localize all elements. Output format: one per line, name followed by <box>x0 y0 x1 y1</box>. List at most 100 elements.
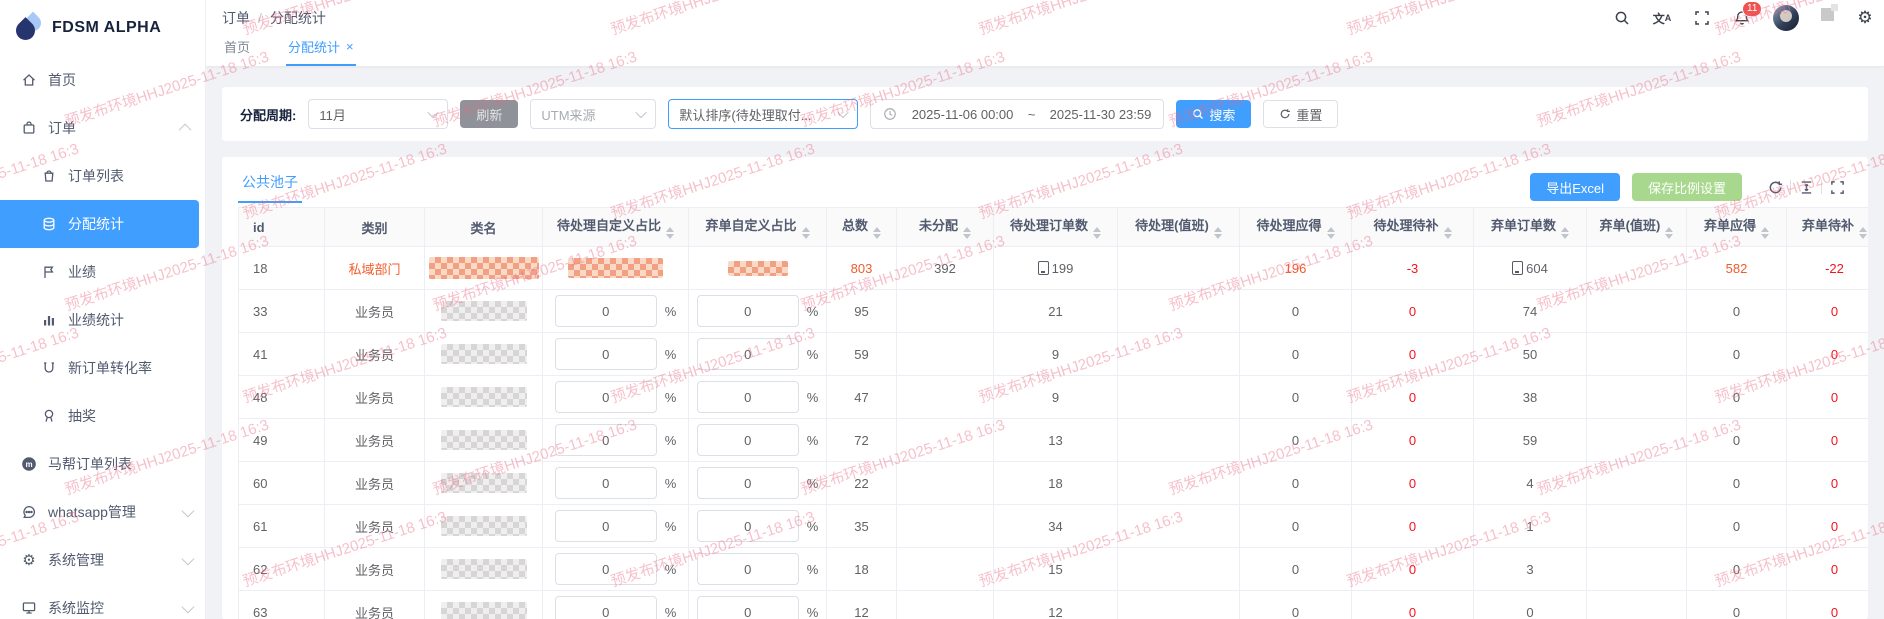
abandon-ratio-input[interactable] <box>696 424 799 456</box>
abandon-ratio-input[interactable] <box>696 338 799 370</box>
utm-source-select[interactable]: UTM来源 <box>530 99 657 129</box>
cell-category: 私域部门 <box>324 246 425 290</box>
col-header-pending-orders[interactable]: 待处理订单数 <box>993 207 1118 247</box>
close-icon[interactable]: × <box>346 38 354 54</box>
cell-id: 63 <box>238 590 325 619</box>
sidebar-item-whatsapp-management[interactable]: whatsapp管理 <box>0 488 205 536</box>
copy-icon[interactable] <box>1512 260 1524 275</box>
sidebar-item-orders[interactable]: 订单 <box>0 104 205 152</box>
abandon-ratio-input[interactable] <box>696 295 799 327</box>
abandon-ratio-input[interactable] <box>696 381 799 413</box>
col-label: 弃单应得 <box>1703 218 1756 233</box>
save-ratio-button[interactable]: 保存比例设置 <box>1631 173 1742 201</box>
sidebar-item-home[interactable]: 首页 <box>0 56 205 104</box>
row-height-icon[interactable] <box>1791 180 1821 195</box>
sort-icon[interactable] <box>963 227 971 239</box>
pending-ratio-input[interactable] <box>554 338 657 370</box>
sort-select[interactable]: 默认排序(待处理取付... <box>668 99 859 129</box>
cell-value: 业务员 <box>354 562 394 578</box>
tab-allocation-stats[interactable]: 分配统计 × <box>286 37 356 66</box>
sidebar-item-allocation-stats[interactable]: 分配统计 <box>0 200 199 248</box>
gear-icon[interactable]: ⚙ <box>1857 8 1873 27</box>
sort-icon[interactable] <box>666 227 674 239</box>
cell-abandon-ratio: % <box>688 461 827 505</box>
col-header-pending-duty[interactable]: 待处理(值班) <box>1117 207 1240 247</box>
cell-value: 34 <box>1048 518 1063 534</box>
cell-value: 0 <box>1732 518 1741 534</box>
tab-public-pool[interactable]: 公共池子 <box>238 172 302 203</box>
col-label: 待处理待补 <box>1373 218 1439 233</box>
pending-ratio-input[interactable] <box>554 510 657 542</box>
abandon-ratio-input[interactable] <box>696 510 799 542</box>
pending-ratio-input[interactable] <box>554 295 657 327</box>
date-range-picker[interactable]: 2025-11-06 00:00 ~ 2025-11-30 23:59 <box>870 99 1165 129</box>
utm-placeholder: UTM来源 <box>541 107 596 123</box>
cell-abandon-ratio: % <box>688 547 827 591</box>
sort-icon[interactable] <box>1665 227 1674 239</box>
col-header-abandon-duty[interactable]: 弃单(值班) <box>1586 207 1687 247</box>
col-header-pending-due[interactable]: 待处理应得 <box>1239 207 1352 247</box>
sidebar-item-system-management[interactable]: ⚙ 系统管理 <box>0 536 205 584</box>
col-header-total[interactable]: 总数 <box>826 207 897 247</box>
col-header-abandon-makeup[interactable]: 弃单待补 <box>1786 207 1868 247</box>
search-button[interactable]: 搜索 <box>1176 100 1252 128</box>
sort-icon[interactable] <box>1213 227 1222 239</box>
reset-button[interactable]: 重置 <box>1263 100 1339 128</box>
sidebar-item-lottery[interactable]: 抽奖 <box>0 392 205 440</box>
cell-abandon-orders: 59 <box>1473 418 1587 462</box>
col-header-unassigned[interactable]: 未分配 <box>896 207 994 247</box>
sort-icon[interactable] <box>873 227 881 239</box>
copy-icon[interactable] <box>1037 260 1049 275</box>
cell-id: 60 <box>238 461 325 505</box>
sort-icon[interactable] <box>1326 227 1335 239</box>
sort-icon[interactable] <box>1761 227 1769 239</box>
redacted-mosaic <box>440 387 527 407</box>
export-excel-button[interactable]: 导出Excel <box>1530 173 1620 201</box>
abandon-ratio-input[interactable] <box>696 553 799 585</box>
sidebar-item-new-order-conversion[interactable]: 新订单转化率 <box>0 344 205 392</box>
col-header-abandon-due[interactable]: 弃单应得 <box>1686 207 1787 247</box>
refresh-icon[interactable] <box>1760 180 1790 195</box>
pending-ratio-input[interactable] <box>554 553 657 585</box>
table-row: 62 业务员%% 18 15 0 0 3 0 0 <box>238 547 1868 591</box>
abandon-ratio-input[interactable] <box>696 467 799 499</box>
bell-icon[interactable]: 11 <box>1733 1 1763 27</box>
sort-icon[interactable] <box>801 227 810 239</box>
col-header-abandon-orders[interactable]: 弃单订单数 <box>1473 207 1587 247</box>
fullscreen-icon[interactable] <box>1822 180 1852 195</box>
sidebar-item-system-monitor[interactable]: 系统监控 <box>0 584 205 619</box>
avatar[interactable] <box>1773 5 1799 31</box>
col-header-pending-ratio[interactable]: 待处理自定义占比 <box>542 207 689 247</box>
tab-home[interactable]: 首页 <box>222 37 252 66</box>
sidebar-item-performance[interactable]: 业绩 <box>0 248 205 296</box>
pending-ratio-input[interactable] <box>554 596 657 619</box>
sort-icon[interactable] <box>1093 227 1101 239</box>
abandon-ratio-input[interactable] <box>696 596 799 619</box>
pending-ratio-input[interactable] <box>554 381 657 413</box>
search-icon[interactable] <box>1613 9 1631 27</box>
sidebar-item-performance-stats[interactable]: 业绩统计 <box>0 296 205 344</box>
sidebar-item-order-list[interactable]: 订单列表 <box>0 152 205 200</box>
col-header-abandon-ratio[interactable]: 弃单自定义占比 <box>688 207 827 247</box>
date-start[interactable]: 2025-11-06 00:00 <box>911 106 1014 122</box>
chevron-down-icon <box>837 106 850 119</box>
database-icon <box>40 215 58 233</box>
pending-ratio-input[interactable] <box>554 424 657 456</box>
pending-ratio-input[interactable] <box>554 467 657 499</box>
col-header-pending-makeup[interactable]: 待处理待补 <box>1351 207 1474 247</box>
breadcrumb-item-orders[interactable]: 订单 <box>222 10 250 26</box>
period-select[interactable]: 11月 <box>308 99 449 129</box>
sort-icon[interactable] <box>1443 227 1452 239</box>
fullscreen-icon[interactable] <box>1693 9 1711 27</box>
water-drop-icon <box>12 11 45 44</box>
sort-icon[interactable] <box>1561 227 1569 239</box>
sidebar-item-mabang-order-list[interactable]: m 马帮订单列表 <box>0 440 205 488</box>
refresh-button[interactable]: 刷新 <box>460 100 519 128</box>
chevron-down-icon <box>181 504 195 517</box>
cell-total: 35 <box>826 504 897 548</box>
date-end[interactable]: 2025-11-30 23:59 <box>1049 106 1152 122</box>
sort-icon[interactable] <box>1859 227 1867 239</box>
cell-value: 业务员 <box>354 476 394 492</box>
